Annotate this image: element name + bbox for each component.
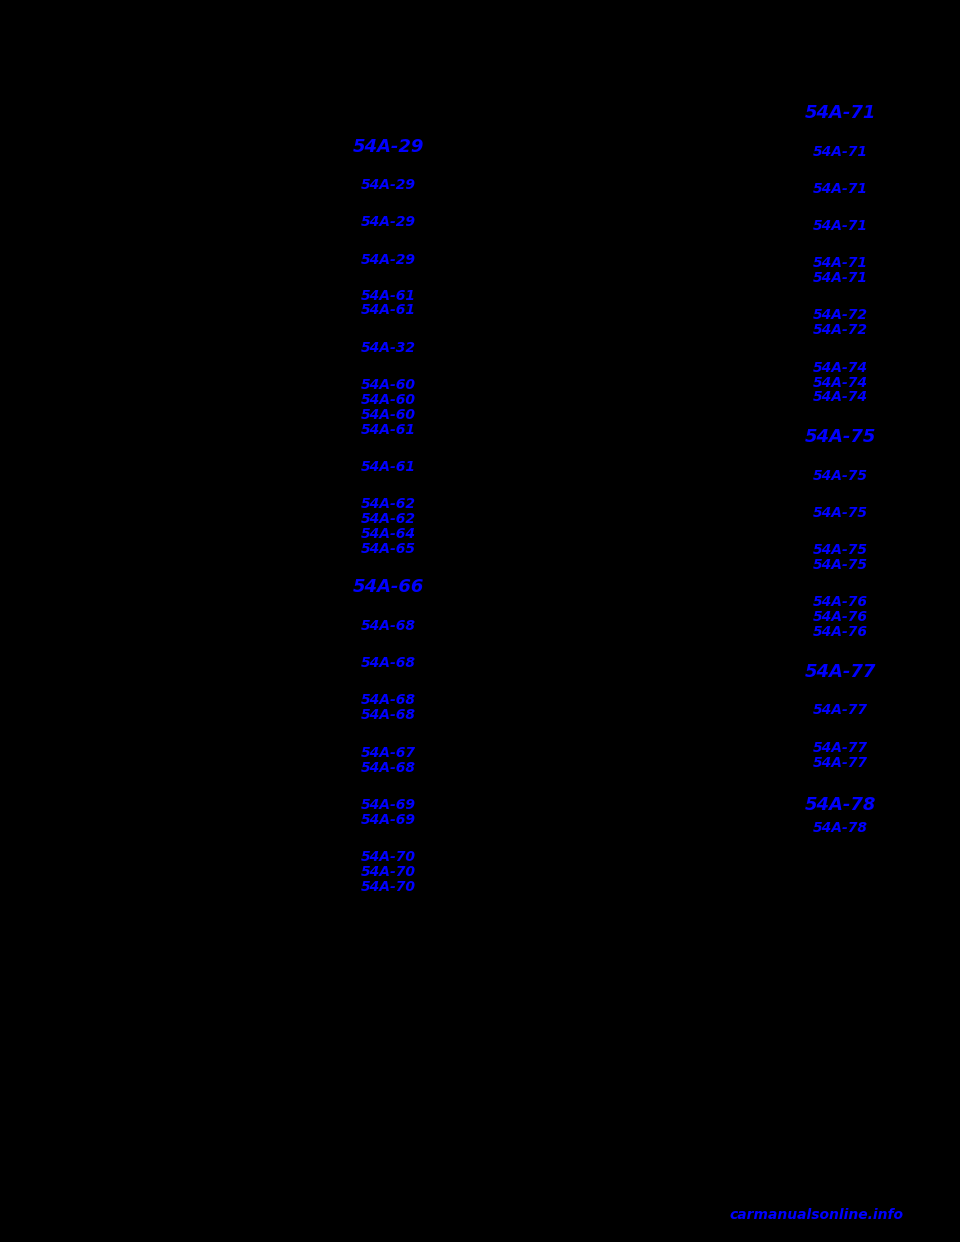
Text: 54A-75: 54A-75 [812,468,868,483]
Text: 54A-70: 54A-70 [361,864,417,879]
Text: 54A-74: 54A-74 [812,360,868,375]
Text: 54A-69: 54A-69 [361,797,417,812]
Text: 54A-75: 54A-75 [812,558,868,573]
Text: 54A-77: 54A-77 [804,663,876,681]
Text: 54A-68: 54A-68 [361,708,417,723]
Text: 54A-61: 54A-61 [361,303,417,318]
Text: 54A-72: 54A-72 [812,323,868,338]
Text: 54A-67: 54A-67 [361,745,417,760]
Text: 54A-60: 54A-60 [361,392,417,407]
Text: 54A-68: 54A-68 [361,760,417,775]
Text: 54A-66: 54A-66 [353,579,424,596]
Text: 54A-74: 54A-74 [812,375,868,390]
Text: 54A-71: 54A-71 [812,144,868,159]
Text: 54A-64: 54A-64 [361,527,417,542]
Text: 54A-76: 54A-76 [812,595,868,610]
Text: 54A-74: 54A-74 [812,390,868,405]
Text: 54A-60: 54A-60 [361,378,417,392]
Text: 54A-77: 54A-77 [812,703,868,718]
Text: 54A-68: 54A-68 [361,693,417,708]
Text: 54A-71: 54A-71 [812,271,868,286]
Text: 54A-71: 54A-71 [812,256,868,271]
Text: 54A-70: 54A-70 [361,879,417,894]
Text: 54A-29: 54A-29 [361,178,417,193]
Text: 54A-77: 54A-77 [812,740,868,755]
Text: 54A-71: 54A-71 [812,181,868,196]
Text: 54A-61: 54A-61 [361,422,417,437]
Text: 54A-75: 54A-75 [812,543,868,558]
Text: 54A-29: 54A-29 [361,215,417,230]
Text: 54A-29: 54A-29 [353,138,424,155]
Text: 54A-62: 54A-62 [361,512,417,527]
Text: 54A-60: 54A-60 [361,407,417,422]
Text: 54A-32: 54A-32 [361,340,417,355]
Text: 54A-68: 54A-68 [361,656,417,671]
Text: 54A-61: 54A-61 [361,288,417,303]
Text: 54A-61: 54A-61 [361,460,417,474]
Text: 54A-77: 54A-77 [812,755,868,770]
Text: 54A-62: 54A-62 [361,497,417,512]
Text: 54A-75: 54A-75 [804,428,876,446]
Text: 54A-78: 54A-78 [804,796,876,814]
Text: 54A-71: 54A-71 [812,219,868,233]
Text: carmanualsonline.info: carmanualsonline.info [729,1207,903,1222]
Text: 54A-75: 54A-75 [812,505,868,520]
Text: 54A-69: 54A-69 [361,812,417,827]
Text: 54A-72: 54A-72 [812,308,868,323]
Text: 54A-70: 54A-70 [361,850,417,864]
Text: 54A-68: 54A-68 [361,619,417,633]
Text: 54A-76: 54A-76 [812,625,868,640]
Text: 54A-29: 54A-29 [361,252,417,267]
Text: 54A-65: 54A-65 [361,542,417,556]
Text: 54A-71: 54A-71 [804,104,876,122]
Text: 54A-76: 54A-76 [812,610,868,625]
Text: 54A-78: 54A-78 [812,821,868,836]
